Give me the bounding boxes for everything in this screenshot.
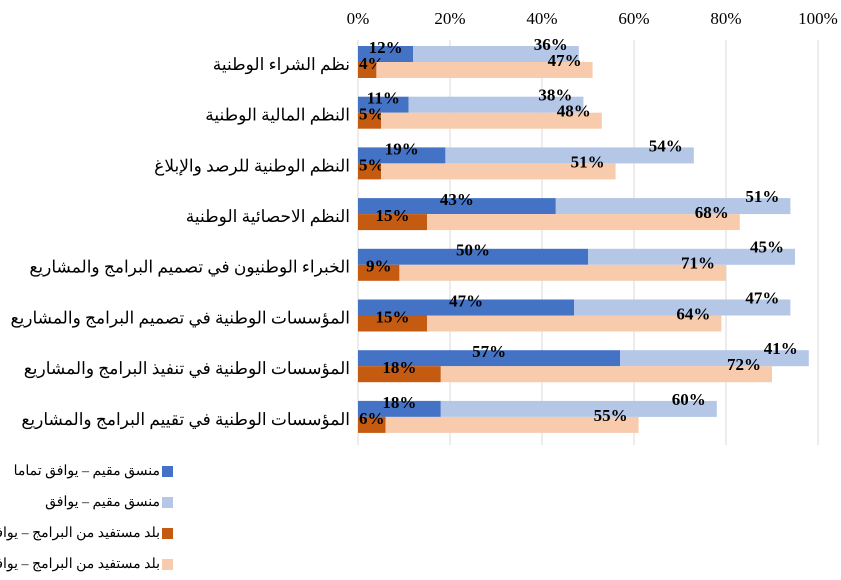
- bar: [399, 264, 726, 281]
- data-label: 47%: [449, 291, 483, 310]
- data-label: 68%: [695, 203, 729, 222]
- data-label: 64%: [676, 304, 710, 323]
- legend-swatch: [162, 497, 173, 508]
- category-label: المؤسسات الوطنية في تقييم البرامج والمشا…: [21, 410, 350, 430]
- legend-swatch: [162, 466, 173, 477]
- data-label: 55%: [594, 406, 628, 425]
- bar: [358, 163, 381, 180]
- bar: [358, 350, 621, 367]
- bar: [358, 96, 409, 113]
- data-label: 5%: [359, 155, 385, 174]
- legend-swatch: [162, 559, 173, 570]
- bar: [445, 147, 694, 164]
- data-label: 36%: [534, 35, 568, 54]
- x-tick-label: 80%: [710, 9, 741, 28]
- bar: [427, 315, 722, 332]
- x-tick-label: 0%: [347, 9, 370, 28]
- data-label: 15%: [376, 307, 410, 326]
- bar: [358, 214, 427, 231]
- data-label: 54%: [649, 136, 683, 155]
- data-label: 5%: [359, 105, 385, 124]
- bar: [381, 112, 602, 129]
- bar: [358, 248, 588, 265]
- bar: [358, 46, 414, 62]
- data-label: 43%: [440, 190, 474, 209]
- bar: [440, 366, 772, 383]
- x-tick-label: 20%: [434, 9, 465, 28]
- bar: [385, 416, 639, 433]
- legend-swatch: [162, 528, 173, 539]
- data-label: 18%: [382, 393, 416, 412]
- bar: [358, 416, 386, 433]
- data-label: 47%: [548, 51, 582, 70]
- data-label: 45%: [750, 238, 784, 257]
- bar: [620, 350, 809, 367]
- x-tick-label: 40%: [526, 9, 557, 28]
- data-label: 41%: [764, 339, 798, 358]
- data-label: 38%: [538, 86, 572, 105]
- bar: [376, 62, 593, 78]
- bar: [427, 214, 740, 231]
- bar: [358, 198, 556, 215]
- bar: [574, 299, 791, 316]
- category-label: النظم المالية الوطنية: [205, 106, 350, 126]
- bar: [358, 366, 441, 383]
- bar: [358, 62, 377, 78]
- data-label: 48%: [557, 102, 591, 121]
- data-label: 6%: [359, 409, 385, 428]
- bar: [413, 46, 579, 62]
- data-label: 11%: [367, 89, 400, 108]
- bar: [358, 147, 446, 164]
- data-label: 9%: [366, 257, 392, 276]
- bar: [440, 400, 717, 417]
- legend-label: منسق مقيم – يوافق تماما: [14, 464, 160, 479]
- category-label: المؤسسات الوطنية في تصميم البرامج والمشا…: [11, 308, 350, 328]
- category-label: النظم الاحصائية الوطنية: [186, 207, 350, 227]
- category-label: النظم الوطنية للرصد والإبلاغ: [154, 156, 350, 176]
- category-label: المؤسسات الوطنية في تنفيذ البرامج والمشا…: [24, 359, 350, 379]
- data-label: 12%: [369, 38, 403, 57]
- data-label: 71%: [681, 254, 715, 273]
- data-label: 47%: [745, 288, 779, 307]
- data-label: 51%: [571, 152, 605, 171]
- data-label: 57%: [472, 342, 506, 361]
- bar: [358, 264, 400, 281]
- bar: [588, 248, 795, 265]
- data-label: 18%: [382, 358, 416, 377]
- bar: [555, 198, 791, 215]
- bar: [358, 112, 381, 129]
- bar: [358, 400, 441, 417]
- x-tick-label: 100%: [798, 9, 838, 28]
- data-label: 51%: [745, 187, 779, 206]
- data-label: 15%: [376, 206, 410, 225]
- legend-label: منسق مقيم – يوافق: [45, 495, 160, 510]
- legend-label: بلد مستفيد من البرامج – يوافق تماما: [0, 526, 160, 541]
- bar: [381, 163, 616, 180]
- category-label: نظم الشراء الوطنية: [213, 55, 350, 75]
- bar: [408, 96, 584, 113]
- legend-label: بلد مستفيد من البرامج – يوافق: [0, 557, 160, 572]
- data-label: 19%: [385, 139, 419, 158]
- data-label: 72%: [727, 355, 761, 374]
- x-tick-label: 60%: [618, 9, 649, 28]
- data-label: 60%: [672, 390, 706, 409]
- bar: [358, 299, 575, 316]
- bar: [358, 315, 427, 332]
- category-label: الخبراء الوطنيون في تصميم البرامج والمشا…: [29, 258, 350, 278]
- data-label: 50%: [456, 241, 490, 260]
